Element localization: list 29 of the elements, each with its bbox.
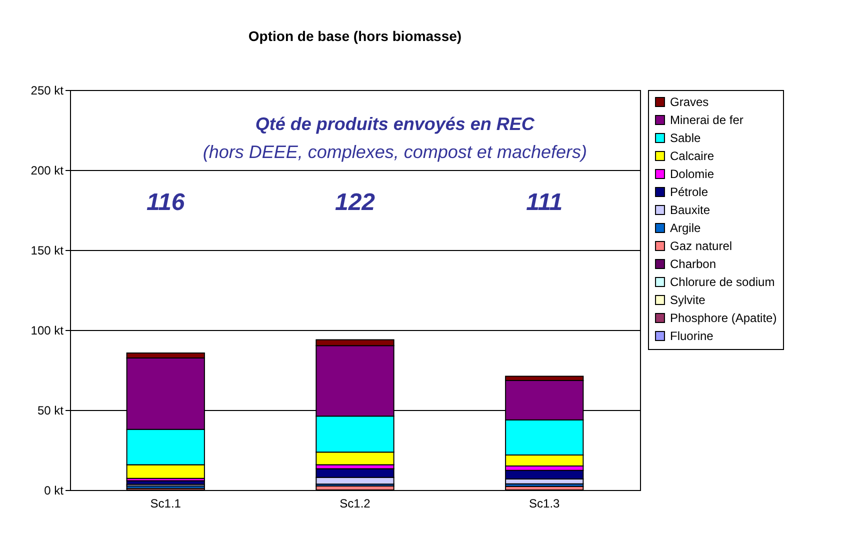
legend-label: Charbon — [670, 257, 716, 271]
legend-label: Sable — [670, 131, 702, 145]
annotation: 122 — [334, 189, 376, 216]
x-tick-label: Sc1.3 — [529, 496, 560, 510]
legend-label: Sylvite — [670, 293, 706, 307]
legend-label: Dolomie — [670, 167, 714, 181]
y-tick-label: 150 kt — [30, 244, 64, 258]
legend-label: Gaz naturel — [670, 239, 732, 253]
y-tick-label: 50 kt — [37, 404, 64, 418]
x-tick-label: Sc1.2 — [340, 496, 371, 510]
y-tick-label: 250 kt — [30, 84, 64, 98]
legend-label: Graves — [670, 95, 709, 109]
legend-label: Argile — [670, 221, 702, 235]
y-tick-label: 0 kt — [44, 484, 64, 498]
y-tick-label: 200 kt — [30, 164, 64, 178]
x-tick-label: Sc1.1 — [150, 496, 182, 510]
annotation: Qté de produits envoyés en REC — [255, 114, 536, 134]
legend-label: Minerai de fer — [670, 113, 744, 127]
chart-title: Option de base (hors biomasse) — [248, 28, 462, 44]
y-tick-label: 100 kt — [30, 324, 64, 338]
legend-label: Pétrole — [670, 185, 708, 199]
annotation: 111 — [526, 189, 563, 216]
legend-label: Fluorine — [670, 329, 714, 343]
annotation: 116 — [146, 189, 186, 216]
legend-label: Phosphore (Apatite) — [670, 311, 777, 325]
legend-label: Chlorure de sodium — [670, 275, 775, 289]
legend-label: Calcaire — [670, 149, 714, 163]
legend-label: Bauxite — [670, 203, 710, 217]
annotation: (hors DEEE, complexes, compost et machefers) — [202, 142, 587, 162]
